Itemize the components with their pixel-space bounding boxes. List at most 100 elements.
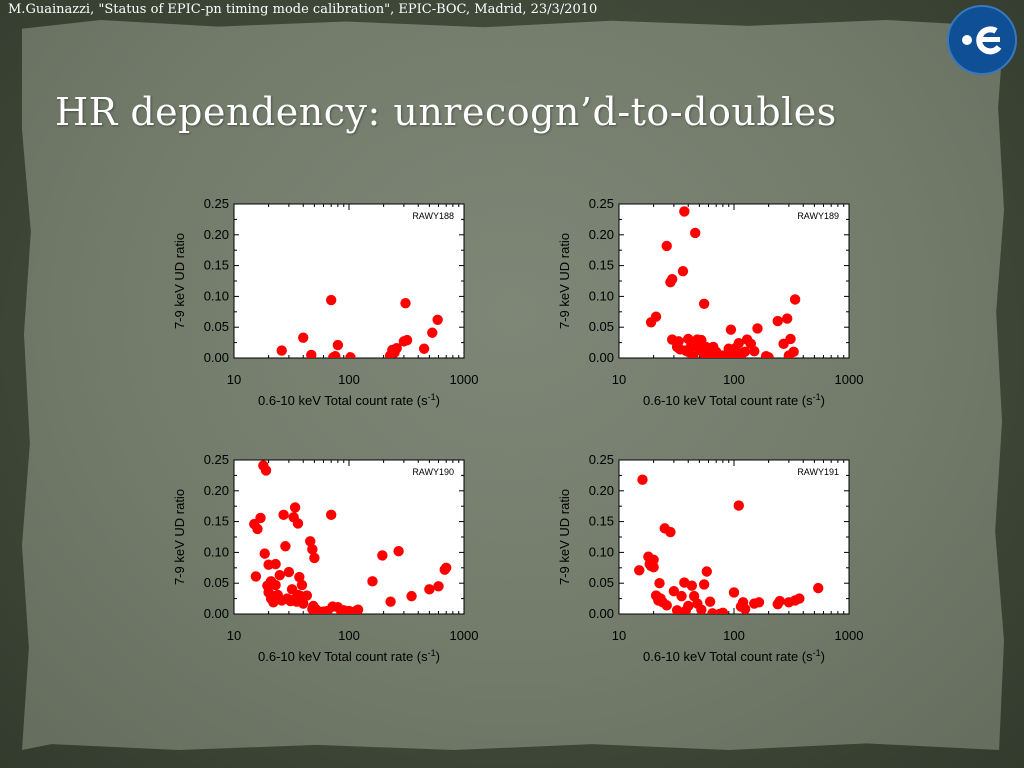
- scatter-plot-svg: 0.00 0.05 0.10 0.15 0.20 0.25 10 100 1000 RAWY190…: [172, 452, 478, 664]
- data-point: [683, 333, 694, 345]
- chart-rawy191: 0.00 0.05 0.10 0.15 0.20 0.25 10 100 1000 RAWY191…: [547, 452, 897, 672]
- data-point: [733, 500, 744, 511]
- chart-rawy189: 0.00 0.05 0.10 0.15 0.20 0.25 10 100 1000 RAWY189…: [547, 196, 897, 416]
- y-tick-label: 0.20: [589, 227, 614, 242]
- x-axis-label: 0.6-10 keV Total count rate (s-1): [643, 392, 825, 408]
- panel-label: RAWY190: [412, 467, 454, 477]
- x-tick-label: 1000: [835, 372, 864, 387]
- data-point: [725, 324, 737, 335]
- plot-frame: [618, 203, 850, 359]
- panel-label: RAWY189: [797, 211, 839, 221]
- data-point: [270, 558, 281, 570]
- data-point: [634, 565, 645, 576]
- x-axis-label: 0.6-10 keV Total count rate (s-1): [643, 648, 825, 664]
- data-point: [668, 586, 680, 597]
- data-point: [739, 346, 750, 358]
- data-point: [307, 544, 318, 555]
- y-tick-label: 0.15: [589, 258, 614, 273]
- data-point: [377, 550, 388, 561]
- y-tick-label: 0.10: [204, 544, 229, 559]
- data-point: [298, 332, 309, 343]
- y-axis-label: 7-9 keV UD ratio: [172, 233, 187, 329]
- data-point: [283, 566, 295, 578]
- data-point: [385, 596, 396, 607]
- data-point: [752, 323, 763, 334]
- y-tick-label: 0.10: [204, 288, 229, 303]
- data-point: [252, 523, 263, 535]
- data-point: [671, 605, 683, 614]
- data-point: [401, 334, 413, 346]
- y-tick-label: 0.25: [589, 452, 614, 467]
- data-point: [393, 545, 404, 557]
- data-point: [733, 338, 744, 349]
- data-point: [309, 552, 320, 564]
- data-point: [774, 595, 785, 607]
- data-point: [813, 582, 824, 594]
- data-point: [250, 571, 262, 582]
- data-point: [677, 265, 689, 277]
- data-point: [280, 541, 291, 552]
- data-point: [260, 465, 272, 476]
- data-point: [330, 350, 341, 358]
- y-tick-label: 0.10: [589, 544, 614, 559]
- y-axis-label: 7-9 keV UD ratio: [557, 233, 572, 329]
- data-point: [406, 590, 417, 602]
- y-tick-label: 0.00: [589, 606, 614, 621]
- y-tick-label: 0.25: [204, 452, 229, 467]
- y-tick-label: 0.15: [204, 258, 229, 273]
- data-point: [278, 509, 289, 521]
- y-tick-label: 0.05: [204, 319, 229, 334]
- y-tick-label: 0.05: [204, 575, 229, 590]
- x-tick-label: 10: [612, 372, 626, 387]
- x-tick-label: 10: [227, 372, 241, 387]
- data-point: [391, 342, 402, 354]
- data-point: [325, 294, 337, 306]
- data-point: [298, 598, 309, 609]
- data-points: [276, 294, 443, 358]
- y-tick-label: 0.10: [589, 288, 614, 303]
- data-point: [306, 349, 317, 358]
- data-point: [270, 579, 281, 591]
- data-points: [634, 474, 824, 614]
- data-point: [292, 518, 304, 529]
- data-point: [794, 593, 805, 604]
- panel-label: RAWY191: [797, 467, 839, 477]
- data-point: [679, 206, 690, 217]
- data-point: [301, 590, 313, 601]
- data-point: [637, 474, 648, 485]
- data-point: [255, 512, 266, 524]
- data-point: [274, 569, 285, 581]
- data-point: [683, 600, 694, 612]
- data-point: [440, 562, 452, 573]
- data-point: [717, 607, 729, 614]
- data-point: [701, 566, 712, 577]
- data-point: [289, 502, 301, 513]
- x-axis-label: 0.6-10 keV Total count rate (s-1): [258, 392, 440, 408]
- scatter-plot-svg: 0.00 0.05 0.10 0.15 0.20 0.25 10 100 1000 RAWY189…: [557, 196, 864, 408]
- data-point: [704, 596, 716, 607]
- y-axis-label: 7-9 keV UD ratio: [172, 489, 187, 585]
- data-point: [749, 346, 760, 357]
- plot-frame: [233, 203, 465, 359]
- chart-rawy188: 0.00 0.05 0.10 0.15 0.20 0.25 10 100 1000 RAWY188…: [162, 196, 512, 416]
- data-point: [276, 345, 287, 356]
- data-point: [661, 240, 672, 252]
- data-point: [686, 580, 698, 591]
- data-point: [650, 311, 662, 322]
- data-point: [739, 603, 751, 614]
- y-tick-label: 0.00: [589, 350, 614, 365]
- y-tick-label: 0.15: [204, 514, 229, 529]
- y-tick-label: 0.15: [589, 514, 614, 529]
- panel-label: RAWY188: [412, 211, 454, 221]
- data-point: [418, 343, 430, 354]
- data-point: [648, 554, 659, 565]
- data-point: [785, 333, 796, 345]
- y-axis-label: 7-9 keV UD ratio: [557, 489, 572, 585]
- data-point: [788, 346, 799, 358]
- data-point: [259, 548, 270, 559]
- data-point: [661, 600, 672, 611]
- data-point: [789, 294, 801, 305]
- x-tick-label: 100: [338, 628, 360, 643]
- data-point: [400, 297, 411, 309]
